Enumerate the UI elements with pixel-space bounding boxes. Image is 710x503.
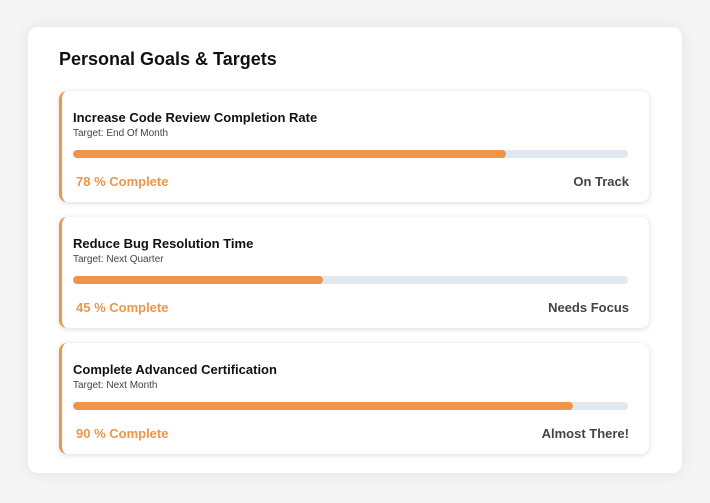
goal-target: Target: Next Month [73, 380, 158, 391]
progress-bar [73, 150, 628, 158]
goals-panel: Personal Goals & Targets Increase Code R… [28, 27, 682, 473]
goal-card[interactable]: Increase Code Review Completion Rate Tar… [59, 91, 649, 202]
status-label: Needs Focus [548, 300, 629, 315]
goal-name: Reduce Bug Resolution Time [73, 236, 254, 251]
progress-bar [73, 276, 628, 284]
progress-fill [73, 276, 323, 284]
percent-label: 90 % Complete [76, 426, 169, 441]
status-label: Almost There! [541, 426, 629, 441]
progress-fill [73, 402, 573, 410]
goal-name: Increase Code Review Completion Rate [73, 110, 318, 125]
percent-label: 45 % Complete [76, 300, 169, 315]
progress-fill [73, 150, 506, 158]
goal-target: Target: End Of Month [73, 128, 169, 139]
goal-target: Target: Next Quarter [73, 254, 164, 265]
progress-bar [73, 402, 628, 410]
page-title: Personal Goals & Targets [59, 49, 277, 69]
percent-label: 78 % Complete [76, 174, 169, 189]
goal-card[interactable]: Complete Advanced Certification Target: … [59, 343, 649, 454]
goal-name: Complete Advanced Certification [73, 362, 277, 377]
goal-card[interactable]: Reduce Bug Resolution Time Target: Next … [59, 217, 649, 328]
status-label: On Track [573, 174, 629, 189]
